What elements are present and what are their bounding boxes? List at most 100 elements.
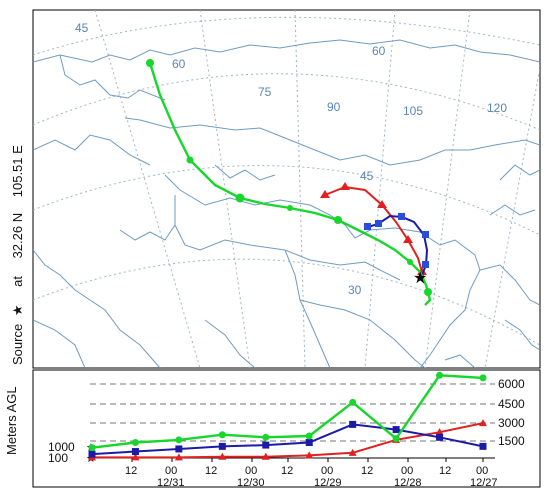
red-marker — [340, 182, 350, 190]
hour-tick-label: 00 — [476, 465, 488, 477]
red-height-marker — [131, 453, 140, 461]
green-height-marker — [88, 444, 96, 452]
date-label: 12/31 — [157, 477, 185, 489]
hour-tick-label: 12 — [205, 465, 217, 477]
green-height-marker — [218, 431, 226, 439]
time-ticks — [131, 458, 484, 462]
blue-trajectory-line — [367, 214, 429, 284]
source-at: at — [10, 276, 25, 287]
green-height-marker — [436, 371, 444, 379]
level-label-6000: 6000 — [498, 377, 525, 391]
red-marker — [320, 190, 330, 198]
lon-label-120: 120 — [487, 101, 507, 115]
date-label: 12/28 — [394, 477, 422, 489]
blue-height-line — [91, 423, 484, 456]
green-height-marker — [262, 433, 270, 441]
lat-label-30: 30 — [348, 283, 362, 297]
hour-tick-label: 12 — [281, 465, 293, 477]
green-height-marker — [392, 435, 400, 443]
level-label-4500: 4500 — [498, 397, 525, 411]
coastlines — [33, 39, 540, 368]
source-longitude: 105.51 E — [10, 145, 25, 197]
source-star-glyph: ★ — [10, 305, 25, 317]
red-trajectory-line — [324, 185, 425, 283]
green-marker — [424, 288, 432, 296]
red-height-marker — [479, 419, 487, 427]
graticule-labels: 45 60 75 90 105 120 45 30 60 — [75, 21, 507, 297]
height-series — [88, 371, 487, 461]
hour-tick-label: 12 — [361, 465, 373, 477]
level-label-3000: 3000 — [498, 416, 525, 430]
lon-label-75: 75 — [258, 85, 272, 99]
lon-label-60: 60 — [372, 44, 386, 58]
trajectory-blue — [364, 213, 429, 284]
green-marker — [146, 59, 154, 67]
level-label-100: 100 — [48, 451, 68, 465]
green-height-marker — [131, 438, 139, 446]
source-prefix: Source — [10, 324, 25, 365]
green-marker — [287, 205, 293, 211]
red-height-marker — [305, 451, 314, 459]
source-latitude: 32.26 N — [10, 213, 25, 259]
blue-marker — [398, 213, 405, 220]
green-marker — [334, 216, 342, 224]
red-marker — [403, 235, 413, 243]
trajectory-red — [320, 182, 427, 283]
green-trajectory-line — [148, 62, 432, 306]
green-marker — [235, 193, 245, 203]
level-label-1500: 1500 — [498, 434, 525, 448]
hour-tick-label: 00 — [401, 465, 413, 477]
lat-label-60: 60 — [172, 57, 186, 71]
blue-height-marker — [305, 438, 313, 446]
svg-text:Source ★ at: Source ★ at 32.26 N 105.51 E — [10, 145, 25, 365]
hour-tick-label: 00 — [165, 465, 177, 477]
hour-tick-label: 00 — [245, 465, 257, 477]
map-frame — [32, 9, 541, 369]
green-height-marker — [479, 374, 487, 382]
level-label-1000: 1000 — [48, 440, 75, 454]
green-marker — [407, 259, 413, 265]
blue-height-marker — [262, 441, 270, 449]
blue-height-marker — [88, 450, 96, 458]
hour-tick-label: 00 — [321, 465, 333, 477]
green-marker — [186, 156, 194, 164]
red-height-marker — [435, 428, 444, 436]
blue-height-marker — [175, 445, 183, 453]
source-label: Source ★ at 32.26 N 105.51 E — [10, 145, 25, 365]
blue-height-marker — [436, 433, 444, 441]
date-label: 12/29 — [314, 477, 342, 489]
map-panel: 45 60 75 90 105 120 45 30 60 — [32, 9, 541, 369]
date-label: 12/30 — [237, 477, 265, 489]
height-panel: Meters AGL 6000 4500 3000 1500 1000 100 … — [4, 369, 541, 489]
red-height-line — [92, 422, 484, 459]
trajectory-green — [146, 59, 432, 306]
lat-label-45: 45 — [360, 169, 374, 183]
hour-tick-label: 12 — [439, 465, 451, 477]
green-height-marker — [305, 432, 313, 440]
lon-label-105: 105 — [403, 104, 423, 118]
blue-height-marker — [349, 420, 357, 428]
red-height-marker — [261, 452, 270, 460]
red-height-marker — [218, 452, 227, 460]
date-label: 12/27 — [470, 477, 498, 489]
blue-height-marker — [218, 442, 226, 450]
blue-marker — [422, 231, 429, 238]
blue-height-marker — [392, 426, 400, 434]
height-ylabel: Meters AGL — [4, 386, 19, 455]
blue-marker — [422, 261, 429, 268]
green-height-line — [91, 374, 484, 449]
level-lines — [90, 383, 495, 442]
lon-label-90: 90 — [327, 100, 341, 114]
red-marker — [377, 200, 387, 208]
blue-marker — [364, 223, 371, 230]
source-star-icon: ★ — [413, 268, 427, 287]
blue-marker — [375, 220, 382, 227]
hour-tick-label: 12 — [125, 465, 137, 477]
blue-height-marker — [131, 448, 139, 456]
red-height-marker — [174, 453, 183, 461]
blue-height-marker — [479, 442, 487, 450]
lon-label-45: 45 — [75, 21, 89, 35]
red-height-marker — [348, 448, 357, 456]
green-height-marker — [175, 436, 183, 444]
